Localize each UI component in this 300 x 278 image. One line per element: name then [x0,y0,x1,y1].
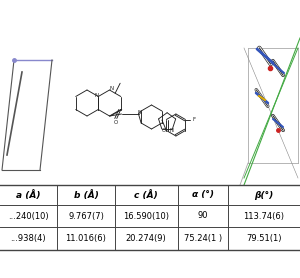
Text: 11.016(6): 11.016(6) [66,234,106,242]
Text: N: N [138,110,142,115]
Text: ...240(10): ...240(10) [8,212,48,220]
Text: O: O [162,128,166,133]
Text: 20.274(9): 20.274(9) [126,234,166,242]
Text: 90: 90 [198,212,208,220]
Text: N: N [169,128,173,133]
Text: α (°): α (°) [192,190,214,200]
Text: ...938(4): ...938(4) [10,234,46,242]
Text: a (Å): a (Å) [16,190,40,200]
Text: 79.51(1): 79.51(1) [246,234,282,242]
Text: c (Å): c (Å) [134,190,158,200]
Text: 113.74(6): 113.74(6) [244,212,284,220]
Text: 75.24(1 ): 75.24(1 ) [184,234,222,242]
Text: β(°): β(°) [254,190,274,200]
Text: b (Å): b (Å) [74,190,98,200]
Text: N: N [110,86,114,91]
Text: F: F [193,117,196,122]
Text: N: N [94,93,98,98]
Text: O: O [114,120,118,125]
Text: 9.767(7): 9.767(7) [68,212,104,220]
Text: 16.590(10): 16.590(10) [123,212,169,220]
